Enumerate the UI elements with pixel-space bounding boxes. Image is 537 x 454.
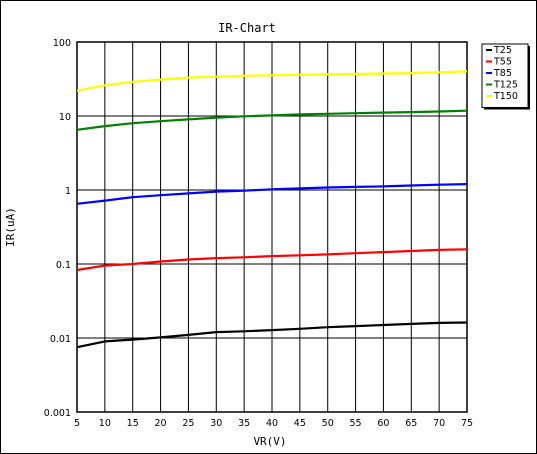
x-tick-label: 5 (74, 418, 80, 429)
x-tick-label: 20 (155, 418, 167, 429)
y-tick-label: 100 (53, 38, 71, 49)
chart-title: IR-Chart (218, 21, 276, 35)
y-tick-label: 0.001 (44, 408, 71, 419)
x-axis-label: VR(V) (253, 435, 286, 448)
series-line-t125 (76, 109, 468, 131)
x-tick-label: 45 (294, 418, 306, 429)
x-tick-label: 55 (350, 418, 362, 429)
series-line-t150 (76, 70, 468, 92)
y-axis-label: IR(uA) (4, 207, 17, 247)
series-line-t85 (76, 183, 468, 205)
x-tick-label: 65 (405, 418, 417, 429)
x-tick-label: 35 (238, 418, 250, 429)
x-tick-label: 50 (322, 418, 334, 429)
series-line-t55 (76, 248, 468, 272)
x-tick-label: 15 (127, 418, 139, 429)
y-tick-label: 0.01 (50, 334, 71, 345)
y-tick-label: 0.1 (56, 260, 71, 271)
x-tick-label: 70 (433, 418, 445, 429)
y-tick-label: 10 (59, 112, 71, 123)
x-tick-label: 60 (377, 418, 389, 429)
series-line-t25 (76, 321, 468, 349)
plot-border (76, 41, 468, 413)
y-tick-label: 1 (65, 186, 71, 197)
legend-label-t125: T125 (493, 80, 518, 91)
x-tick-label: 40 (266, 418, 278, 429)
legend-label-t25: T25 (493, 45, 512, 56)
plot-area: 5 10 15 20 25 30 35 40 45 50 55 60 65 70 75 0.001 0.01 0.… (44, 38, 473, 429)
legend-label-t150: T150 (493, 91, 518, 102)
x-tick-label: 75 (461, 418, 473, 429)
legend-label-t85: T85 (493, 68, 512, 79)
x-tick-label: 25 (182, 418, 194, 429)
x-tick-label: 10 (99, 418, 111, 429)
legend-label-t55: T55 (493, 57, 512, 68)
x-tick-label: 30 (210, 418, 222, 429)
